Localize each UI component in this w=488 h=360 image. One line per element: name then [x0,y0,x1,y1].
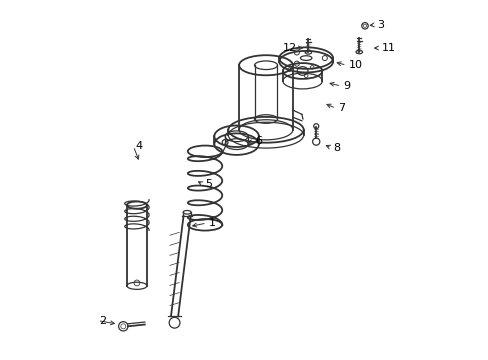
Text: 1: 1 [208,218,215,228]
Text: 10: 10 [348,60,362,70]
Text: 11: 11 [381,43,395,53]
Text: 5: 5 [204,179,212,189]
Text: 4: 4 [135,141,142,151]
Text: 6: 6 [255,136,262,146]
Text: 7: 7 [337,103,344,113]
Text: 8: 8 [333,143,340,153]
Text: 3: 3 [376,20,384,30]
Text: 9: 9 [343,81,349,91]
Text: 12: 12 [282,43,296,53]
Text: 2: 2 [99,316,106,325]
